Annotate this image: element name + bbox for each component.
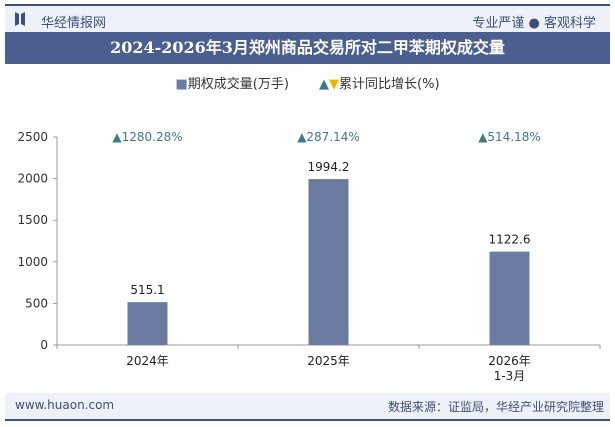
y-tick-label: 1500 (17, 213, 48, 227)
bar-value-label: 1122.6 (489, 233, 531, 247)
y-tick-label: 2500 (17, 130, 48, 144)
x-tick-label: 1-3月 (494, 369, 526, 383)
footer: www.huaon.com 数据来源：证监局，华经产业研究院整理 (5, 393, 610, 419)
legend-line: ▲▼累计同比增长(%) (319, 77, 440, 92)
y-tick-label: 500 (25, 296, 48, 310)
bottom-rule (5, 419, 610, 421)
y-tick-label: 1000 (17, 255, 48, 269)
y-tick-label: 0 (40, 338, 48, 352)
growth-label: ▲1280.28% (112, 130, 182, 144)
footer-source: 数据来源：证监局，华经产业研究院整理 (387, 400, 604, 414)
legend-down-triangle-icon: ▼ (329, 77, 340, 92)
top-rule (5, 4, 610, 6)
legend: ■期权成交量(万手) ▲▼累计同比增长(%) (0, 73, 615, 92)
header: 华经情报网 专业严谨 ● 客观科学 (5, 6, 610, 32)
legend-bar: ■期权成交量(万手) (175, 77, 288, 92)
logo-icon (15, 12, 25, 26)
growth-label: ▲287.14% (297, 130, 360, 144)
x-tick-label: 2026年 (488, 354, 531, 368)
x-tick-label: 2024年 (126, 354, 169, 368)
legend-bar-swatch-icon: ■ (175, 77, 188, 92)
slogan: 专业严谨 ● 客观科学 (472, 16, 596, 31)
chart-title: 2024-2026年3月郑州商品交易所对二甲苯期权成交量 (5, 32, 610, 64)
legend-line-label: 累计同比增长(%) (339, 77, 440, 92)
growth-label: ▲514.18% (478, 130, 541, 144)
x-tick-label: 2025年 (307, 354, 350, 368)
bar (489, 251, 530, 345)
y-tick-label: 2000 (17, 172, 48, 186)
bar (308, 179, 349, 345)
brand-name: 华经情报网 (41, 16, 107, 31)
bar-value-label: 515.1 (130, 283, 164, 297)
footer-url: www.huaon.com (15, 398, 115, 412)
legend-bar-label: 期权成交量(万手) (187, 77, 289, 92)
bar (127, 302, 168, 345)
legend-up-triangle-icon: ▲ (319, 77, 330, 92)
bar-value-label: 1994.2 (308, 160, 350, 174)
